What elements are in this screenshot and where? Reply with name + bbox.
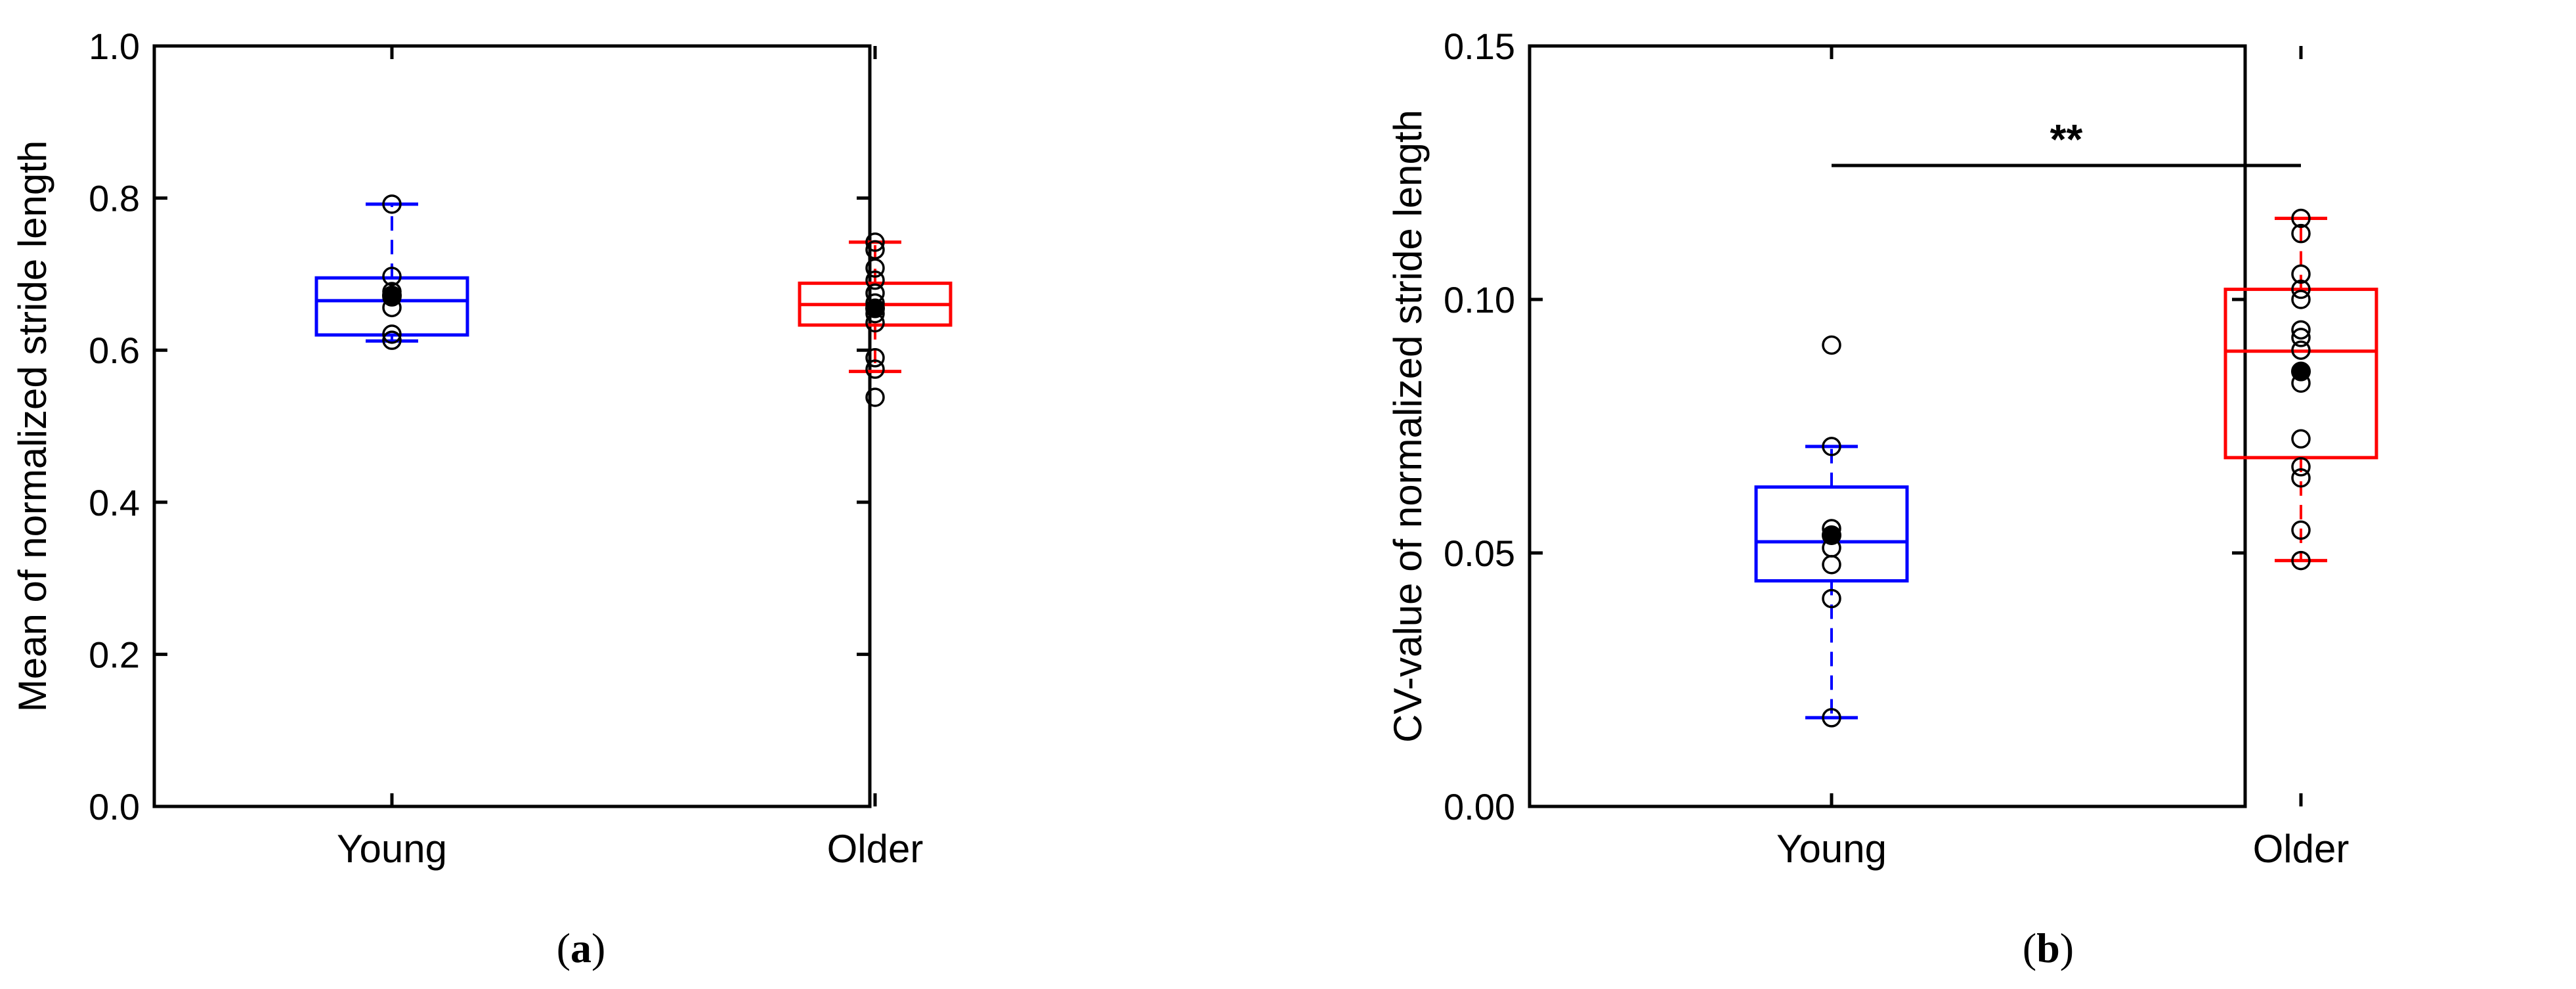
y-tick-label: 0.15 (1444, 26, 1515, 67)
data-point (865, 270, 885, 290)
chart-panel-b: 0.00 0.05 0.10 0.15 CV-value of normalized s… (1386, 26, 2378, 971)
y-axis-label: Mean of normalized stride length (11, 141, 54, 712)
mean-marker (1822, 525, 1841, 545)
data-point (1822, 555, 1841, 575)
data-point (1822, 708, 1841, 728)
y-tick-label: 0.4 (89, 482, 140, 523)
data-point (1822, 335, 1841, 355)
data-point (865, 232, 885, 252)
y-tick-label: 0.10 (1444, 279, 1515, 320)
caption-close-paren: ) (591, 925, 605, 971)
data-point (865, 359, 885, 379)
data-point (382, 267, 402, 286)
data-point (2291, 340, 2311, 360)
y-tick-label: 0.8 (89, 178, 140, 219)
caption-close-paren: ) (2060, 925, 2074, 971)
data-point (2291, 520, 2311, 540)
y-tick-label: 1.0 (89, 26, 140, 67)
data-point (382, 324, 402, 344)
data-point (1822, 437, 1841, 456)
caption-open-paren: ( (2023, 925, 2036, 971)
data-point (2291, 223, 2311, 244)
caption-letter: b (2036, 925, 2060, 971)
box-series-young (1754, 335, 1909, 728)
x-category-label: Young (1776, 827, 1887, 871)
data-point (2291, 264, 2311, 284)
data-point (2291, 429, 2311, 449)
caption-open-paren: ( (557, 925, 570, 971)
data-point (2291, 290, 2311, 309)
mean-marker (382, 285, 402, 305)
chart-panel-a: 0.0 0.2 0.4 0.6 0.8 1.0 Mean of normalized str… (11, 26, 953, 971)
y-tick-label: 0.6 (89, 330, 140, 371)
y-tick-label: 0.2 (89, 634, 140, 675)
x-category-label: Older (2253, 827, 2350, 871)
data-point (2291, 468, 2311, 488)
data-point (865, 387, 885, 407)
data-point (865, 348, 885, 368)
box-iqr (1754, 485, 1909, 582)
x-category-label: Young (337, 827, 447, 871)
x-category-label: Older (827, 827, 924, 871)
data-point (382, 330, 402, 350)
y-tick-label: 0.05 (1444, 533, 1515, 574)
y-tick-label: 0.00 (1444, 786, 1515, 827)
panel-caption: (a) (557, 925, 606, 971)
mean-marker (865, 298, 885, 319)
box-series-older (798, 232, 953, 407)
data-point (865, 240, 885, 260)
plot-frame (1528, 44, 2247, 808)
data-point (2291, 320, 2311, 340)
caption-letter: a (570, 925, 591, 971)
box-iqr (314, 276, 469, 337)
data-point (2291, 208, 2311, 229)
data-point (1822, 588, 1841, 609)
significance-marker: ** (2050, 116, 2083, 163)
box-series-older (2223, 208, 2378, 571)
plot-frame (152, 44, 872, 808)
panel-caption: (b) (2023, 925, 2074, 971)
data-point (2291, 457, 2311, 477)
mean-marker (2291, 361, 2311, 382)
y-axis-label: CV-value of normalized stride length (1386, 110, 1430, 743)
data-point (865, 258, 885, 278)
box-series-young (314, 194, 469, 350)
data-point (382, 194, 402, 214)
data-point (2291, 550, 2311, 571)
y-tick-label: 0.0 (89, 786, 140, 827)
data-point (2291, 279, 2311, 299)
data-point (2291, 328, 2311, 347)
